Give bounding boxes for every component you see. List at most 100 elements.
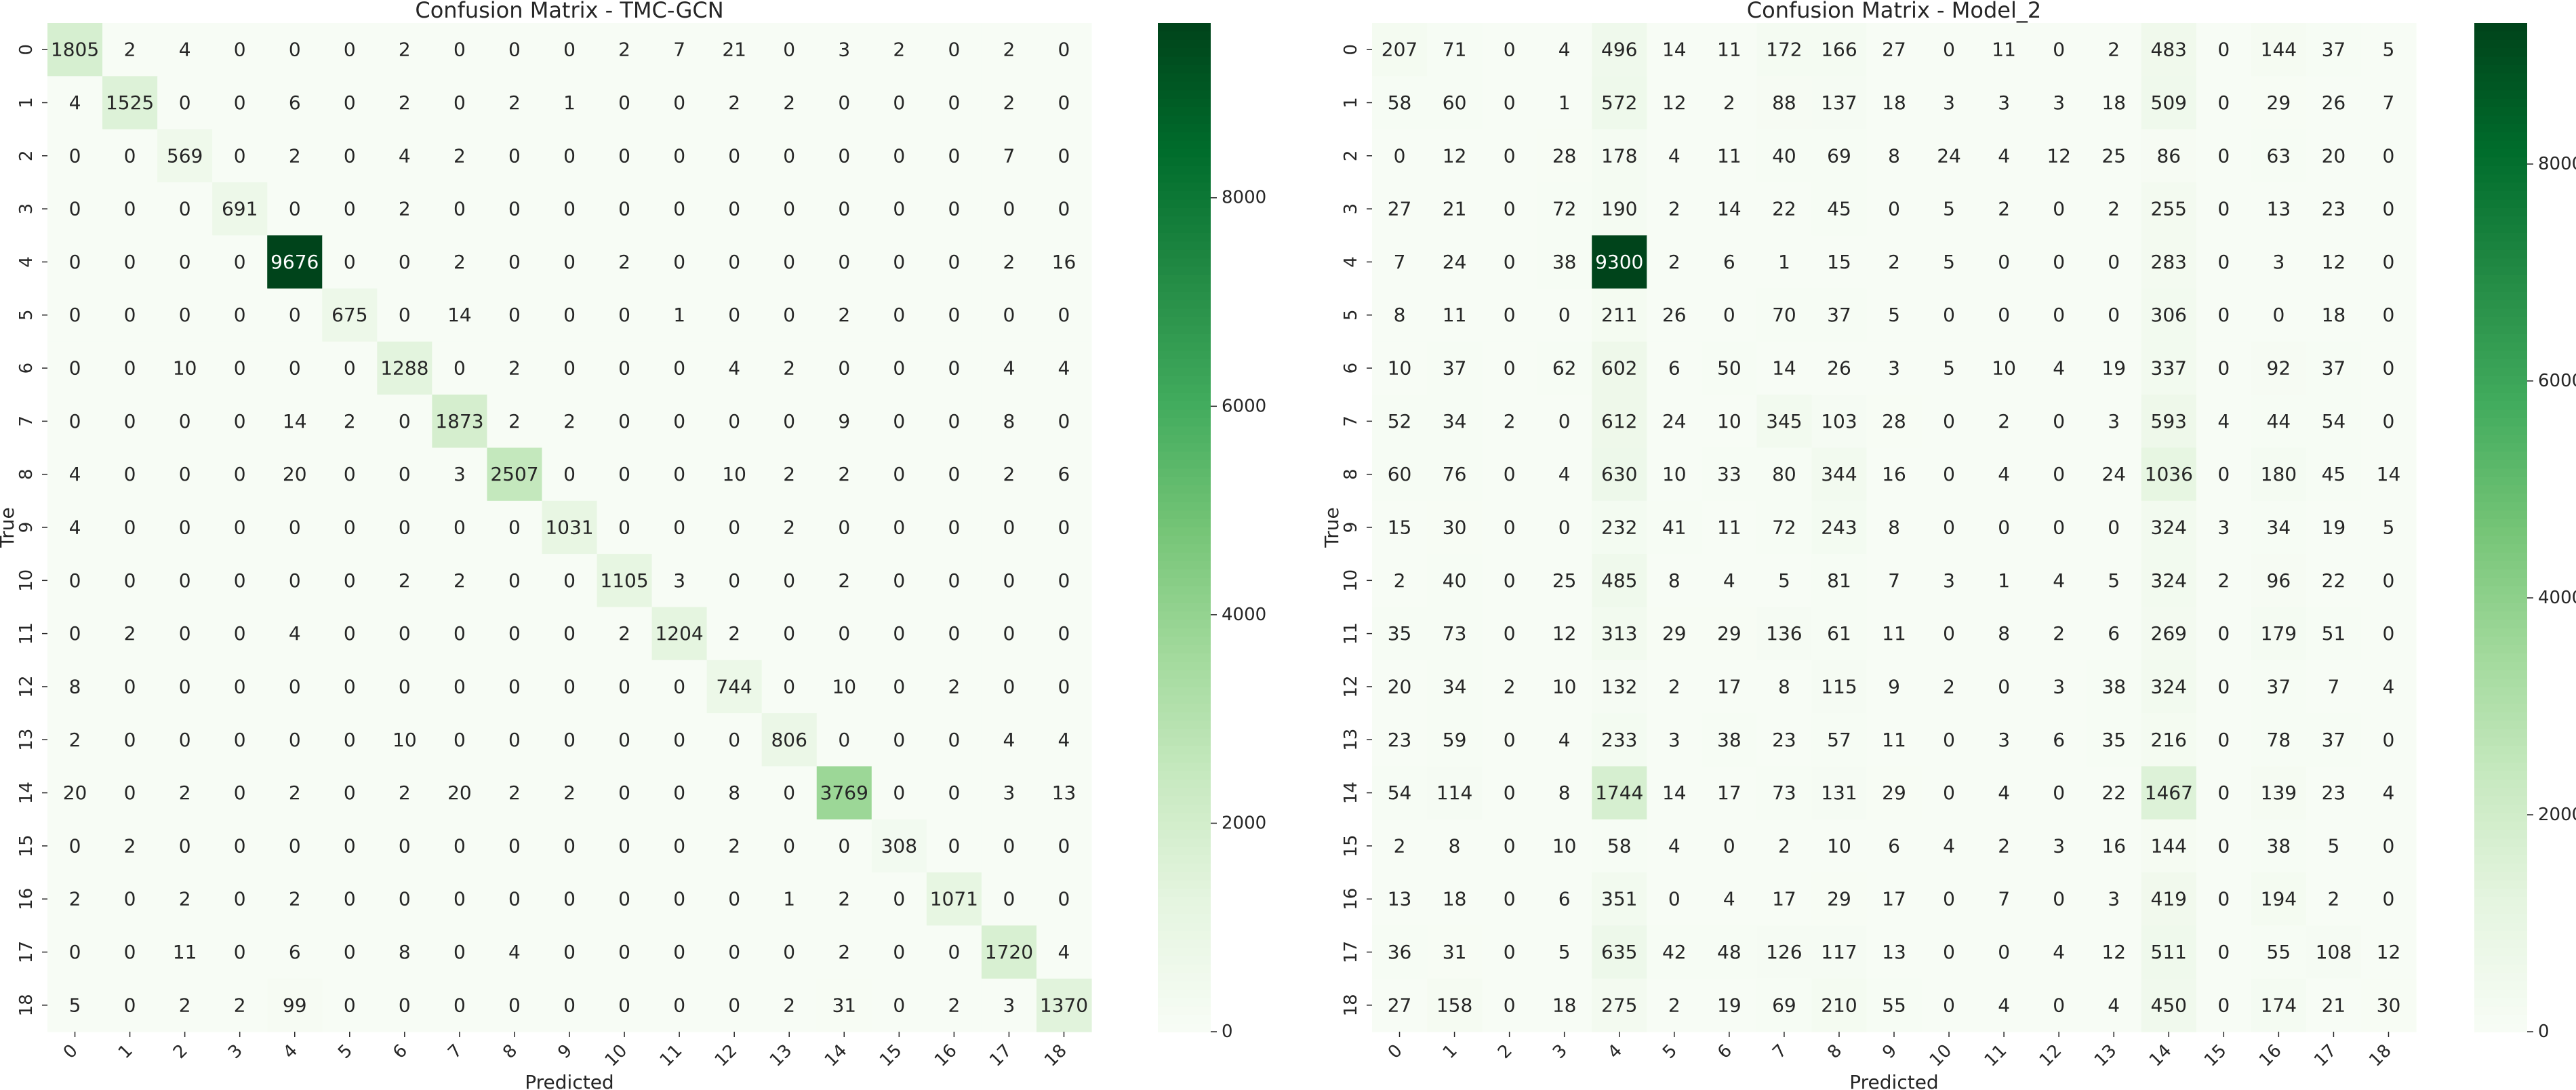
heatmap-cell xyxy=(2141,447,2197,502)
cell-value-label: 0 xyxy=(2217,39,2230,61)
colorbar-tick-label: 4000 xyxy=(2538,588,2576,608)
heatmap-cell xyxy=(706,660,763,714)
cell-value-label: 0 xyxy=(2217,834,2230,857)
heatmap-cell xyxy=(1811,766,1868,820)
cell-value-label: 55 xyxy=(2267,941,2291,963)
cell-value-label: 0 xyxy=(234,251,246,273)
cell-value-label: 18 xyxy=(2101,92,2126,114)
heatmap-cell xyxy=(1976,872,2032,926)
cell-value-label: 1071 xyxy=(930,888,978,910)
colorbar-segment xyxy=(1158,216,1211,226)
heatmap-cell xyxy=(1537,660,1592,714)
cell-value-label: 0 xyxy=(948,410,960,432)
cell-value-label: 1720 xyxy=(985,941,1033,963)
y-tick-label: 18 xyxy=(16,994,37,1016)
heatmap-cell xyxy=(981,500,1037,554)
heatmap-cell xyxy=(651,554,708,608)
cell-value-label: 0 xyxy=(1888,198,1900,220)
cell-value-label: 25 xyxy=(1552,569,1577,592)
cell-value-label: 2 xyxy=(563,410,576,432)
heatmap-cell xyxy=(542,872,598,926)
colorbar-segment xyxy=(2474,300,2527,310)
cell-value-label: 23 xyxy=(1772,729,1796,751)
cell-value-label: 0 xyxy=(618,941,630,963)
heatmap-cell xyxy=(102,23,158,77)
cell-value-label: 351 xyxy=(1601,888,1637,910)
cell-value-label: 3 xyxy=(1998,92,2010,114)
cell-value-label: 17 xyxy=(1717,675,1742,698)
heatmap-cell xyxy=(212,341,268,395)
cell-value-label: 0 xyxy=(69,410,81,432)
cell-value-label: 3 xyxy=(673,569,685,592)
heatmap-cell xyxy=(1372,23,1428,77)
heatmap-cell xyxy=(157,554,213,608)
heatmap-cell xyxy=(981,235,1037,289)
cell-value-label: 0 xyxy=(399,463,411,485)
colorbar-segment xyxy=(1158,922,1211,931)
heatmap-cell xyxy=(212,129,268,183)
heatmap-cell xyxy=(2360,554,2417,608)
heatmap-cell xyxy=(1976,288,2032,342)
cell-value-label: 4 xyxy=(2053,941,2065,963)
heatmap-cell xyxy=(1866,182,1923,236)
cell-value-label: 35 xyxy=(1388,622,1412,645)
heatmap-cell xyxy=(157,607,213,661)
cell-value-label: 0 xyxy=(234,941,246,963)
cell-value-label: 0 xyxy=(1943,729,1955,751)
cell-value-label: 69 xyxy=(1827,144,1851,167)
heatmap-cell xyxy=(1866,766,1923,820)
heatmap-cell xyxy=(926,235,982,289)
colorbar-segment xyxy=(2474,914,2527,923)
cell-value-label: 0 xyxy=(563,304,576,326)
cell-value-label: 0 xyxy=(508,251,521,273)
heatmap-cell xyxy=(377,341,432,395)
cell-value-label: 0 xyxy=(344,782,356,804)
heatmap-cell xyxy=(487,766,543,820)
colorbar-segment xyxy=(2474,519,2527,528)
heatmap-cell xyxy=(1592,395,1647,449)
heatmap-cell xyxy=(1036,23,1092,77)
heatmap-cell xyxy=(2141,341,2197,395)
heatmap-cell xyxy=(1756,395,1813,449)
heatmap-cell xyxy=(1702,182,1757,236)
heatmap-cell xyxy=(2031,607,2087,661)
heatmap-cell xyxy=(322,500,378,554)
heatmap-cell xyxy=(2141,500,2197,554)
heatmap-cell xyxy=(1372,288,1428,342)
cell-value-label: 0 xyxy=(2053,410,2065,432)
colorbar-segment xyxy=(1158,224,1211,234)
cell-value-label: 0 xyxy=(454,941,466,963)
heatmap-cell xyxy=(487,395,543,449)
cell-value-label: 13 xyxy=(1882,941,1906,963)
cell-value-label: 0 xyxy=(399,834,411,857)
cell-value-label: 0 xyxy=(124,463,136,485)
cell-value-label: 4 xyxy=(69,92,81,114)
colorbar-segment xyxy=(2474,275,2527,285)
heatmap-cell xyxy=(432,766,488,820)
heatmap-cell xyxy=(2196,819,2252,873)
cell-value-label: 0 xyxy=(1504,92,1516,114)
colorbar-segment xyxy=(1158,889,1211,898)
heatmap-cell xyxy=(2251,447,2307,502)
heatmap-cell xyxy=(1866,76,1923,130)
cell-value-label: 2 xyxy=(454,569,466,592)
heatmap-cell xyxy=(1537,713,1592,767)
cell-value-label: 7 xyxy=(1394,251,1406,273)
heatmap-cell xyxy=(2141,288,2197,342)
heatmap-cell xyxy=(1036,766,1092,820)
heatmap-cell xyxy=(706,129,763,183)
cell-value-label: 2 xyxy=(454,251,466,273)
heatmap-cell xyxy=(1976,607,2032,661)
heatmap-cell xyxy=(432,925,488,980)
cell-value-label: 0 xyxy=(1504,517,1516,539)
heatmap-cell xyxy=(487,819,543,873)
colorbar-segment xyxy=(2474,594,2527,604)
heatmap-cell xyxy=(2086,500,2142,554)
cell-value-label: 23 xyxy=(2322,782,2346,804)
colorbar-segment xyxy=(1158,132,1211,142)
heatmap-cell xyxy=(706,925,763,980)
heatmap-cell xyxy=(1811,978,1868,1032)
cell-value-label: 0 xyxy=(1723,304,1735,326)
cell-value-label: 0 xyxy=(673,357,685,380)
heatmap-cell xyxy=(377,182,432,236)
